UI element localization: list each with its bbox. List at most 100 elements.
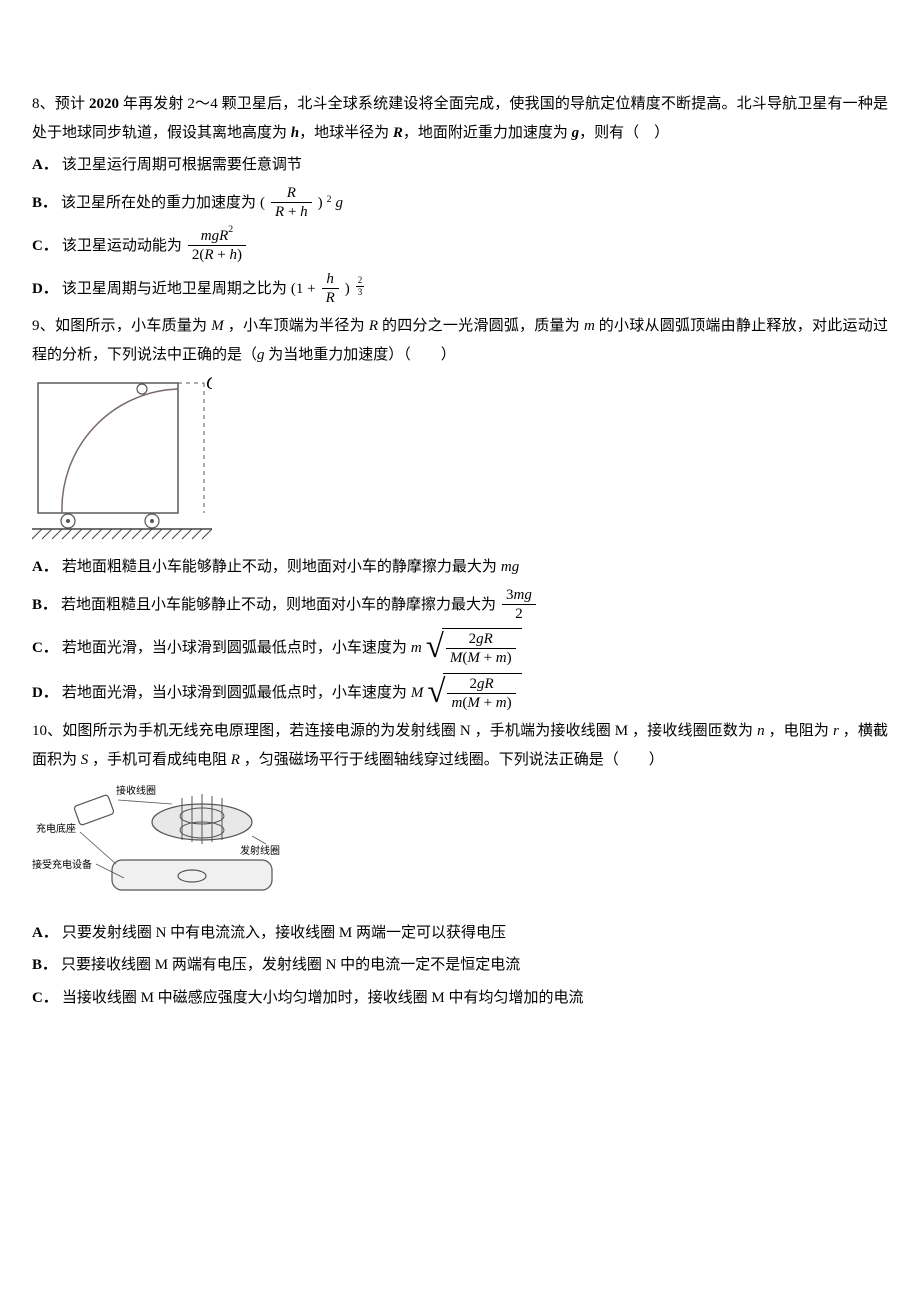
opt-d-rnum-b: gR xyxy=(477,676,494,692)
label-left2: 接受充电设备 xyxy=(32,858,92,871)
opt-a-text: 该卫星运行周期可根据需要任意调节 xyxy=(62,151,302,180)
opt-a-label: A． xyxy=(32,919,58,948)
opt-d-exp: 23 xyxy=(354,275,367,298)
opt-d-den-m2: m xyxy=(496,695,507,711)
opt-c-den-M: M xyxy=(450,650,463,666)
opt-b-label: B． xyxy=(32,189,57,218)
opt-b-label: B． xyxy=(32,591,57,620)
opt-c-den-2: 2( xyxy=(192,247,205,263)
var-m: m xyxy=(584,318,595,334)
opt-c-den-close: ) xyxy=(237,247,242,263)
sqrt-icon: √ 2gR m(M + m) xyxy=(427,673,521,714)
opt-d-label: D． xyxy=(32,679,58,708)
q9-stem: 9、如图所示，小车质量为 M ，小车顶端为半径为 R 的四分之一光滑圆弧，质量为… xyxy=(32,312,888,369)
paren-close: ) xyxy=(345,275,350,304)
opt-d-den: R xyxy=(326,290,335,306)
opt-a-label: A． xyxy=(32,151,58,180)
opt-c-label: C． xyxy=(32,634,58,663)
paren-close: ) xyxy=(507,695,512,711)
opt-c-den-h: h xyxy=(230,247,238,263)
q9-option-d: D． 若地面光滑，当小球滑到圆弧最低点时，小车速度为 M √ 2gR m(M +… xyxy=(32,673,888,714)
plus-icon: + xyxy=(214,247,230,263)
q8-option-a: A． 该卫星运行周期可根据需要任意调节 xyxy=(32,151,888,180)
q10-stem-d: ，手机可看成纯电阻 xyxy=(88,752,231,768)
opt-c-frac: mgR2 2(R + h) xyxy=(188,226,246,266)
paren-close: ) xyxy=(507,650,512,666)
var-Rcap: R xyxy=(231,752,240,768)
q10-figure: 接收线圈 充电底座 接受充电设备 发射线圈 xyxy=(32,782,888,911)
opt-d-den-m: m xyxy=(451,695,462,711)
opt-c-den-R: R xyxy=(204,247,213,263)
label-O: O xyxy=(206,377,212,393)
opt-d-text: 若地面光滑，当小球滑到圆弧最低点时，小车速度为 xyxy=(62,679,407,708)
opt-c-text: 若地面光滑，当小球滑到圆弧最低点时，小车速度为 xyxy=(62,634,407,663)
q8-option-c: C． 该卫星运动动能为 mgR2 2(R + h) xyxy=(32,226,888,266)
opt-a-mg: mg xyxy=(501,553,519,582)
q9-option-c: C． 若地面光滑，当小球滑到圆弧最低点时，小车速度为 m √ 2gR M(M +… xyxy=(32,628,888,669)
var-R2: R xyxy=(369,318,378,334)
var-M: M xyxy=(211,318,224,334)
opt-d-exp-den: 3 xyxy=(356,287,365,299)
opt-b-text: 只要接收线圈 M 两端有电压，发射线圈 N 中的电流一定不是恒定电流 xyxy=(61,951,520,980)
label-top-left: 接收线圈 xyxy=(116,784,156,797)
opt-a-text: 若地面粗糙且小车能够静止不动，则地面对小车的静摩擦力最大为 xyxy=(62,553,497,582)
opt-b-den-R: R xyxy=(275,204,284,220)
opt-d-frac: h R xyxy=(322,270,339,309)
opt-b-tail: g xyxy=(336,189,344,218)
plus-icon: + xyxy=(480,650,496,666)
var-R: R xyxy=(393,125,403,141)
opt-b-exp: 2 xyxy=(327,191,332,210)
var-n: n xyxy=(757,723,765,739)
opt-c-text: 该卫星运动动能为 xyxy=(62,232,182,261)
q9-stem-e: 为当地重力加速度）（ ） xyxy=(265,347,456,363)
opt-c-rnum-b: gR xyxy=(476,631,493,647)
q9-stem-a: 9、如图所示，小车质量为 xyxy=(32,318,211,334)
q10-option-c: C． 当接收线圈 M 中磁感应强度大小均匀增加时，接收线圈 M 中有均匀增加的电… xyxy=(32,984,888,1013)
q8-year: 2020 xyxy=(89,96,119,112)
q8-stem-c: ，地球半径为 xyxy=(299,125,393,141)
opt-b-frac: 3mg 2 xyxy=(502,586,536,625)
opt-c-label: C． xyxy=(32,232,58,261)
paren-close: ) xyxy=(318,189,323,218)
opt-b-frac: R R + h xyxy=(271,184,312,223)
sqrt-icon: √ 2gR M(M + m) xyxy=(426,628,522,669)
q8-stem-d: ，地面附近重力加速度为 xyxy=(403,125,572,141)
label-left1: 充电底座 xyxy=(36,822,76,835)
opt-d-rnum-a: 2 xyxy=(469,676,477,692)
var-h: h xyxy=(291,125,299,141)
opt-b-math: ( xyxy=(260,189,265,218)
q8-option-b: B． 该卫星所在处的重力加速度为 ( R R + h )2 g xyxy=(32,184,888,223)
q10-stem-b: ，电阻为 xyxy=(765,723,833,739)
plus-icon: + xyxy=(284,204,300,220)
opt-a-label: A． xyxy=(32,553,58,582)
opt-c-num-exp: 2 xyxy=(228,224,233,235)
opt-b-den: 2 xyxy=(502,605,536,625)
opt-b-num: R xyxy=(287,185,296,201)
q10-stem-a: 10、如图所示为手机无线充电原理图，若连接电源的为发射线圈 N ，手机端为接收线… xyxy=(32,723,757,739)
opt-b-den-h: h xyxy=(300,204,308,220)
opt-c-text: 当接收线圈 M 中磁感应强度大小均匀增加时，接收线圈 M 中有均匀增加的电流 xyxy=(62,984,584,1013)
opt-d-coef: M xyxy=(411,679,424,708)
q9-stem-b: ，小车顶端为半径为 xyxy=(224,318,369,334)
q8-stem-a: 8、预计 xyxy=(32,96,89,112)
plus-icon: + xyxy=(480,695,496,711)
opt-d-one: (1 + xyxy=(291,275,316,304)
opt-b-text: 该卫星所在处的重力加速度为 xyxy=(61,189,256,218)
opt-d-exp-num: 2 xyxy=(356,275,365,287)
opt-b-num-3: 3 xyxy=(506,587,514,603)
q8-option-d: D． 该卫星周期与近地卫星周期之比为 (1 + h R )23 xyxy=(32,270,888,309)
q10-stem: 10、如图所示为手机无线充电原理图，若连接电源的为发射线圈 N ，手机端为接收线… xyxy=(32,717,888,774)
q9-option-b: B． 若地面粗糙且小车能够静止不动，则地面对小车的静摩擦力最大为 3mg 2 xyxy=(32,586,888,625)
opt-a-text: 只要发射线圈 N 中有电流流入，接收线圈 M 两端一定可以获得电压 xyxy=(62,919,506,948)
opt-d-den-M: M xyxy=(467,695,480,711)
q9-option-a: A． 若地面粗糙且小车能够静止不动，则地面对小车的静摩擦力最大为 mg xyxy=(32,553,888,582)
q9-figure: O xyxy=(32,377,888,545)
q10-stem-e: ，匀强磁场平行于线圈轴线穿过线圈。下列说法正确是（ ） xyxy=(240,752,664,768)
q8-stem-e: ，则有（ ） xyxy=(579,125,669,141)
opt-d-label: D． xyxy=(32,275,58,304)
opt-c-den-m: m xyxy=(496,650,507,666)
var-g2: g xyxy=(257,347,265,363)
opt-d-text: 该卫星周期与近地卫星周期之比为 xyxy=(62,275,287,304)
q9-stem-c: 的四分之一光滑圆弧，质量为 xyxy=(378,318,584,334)
opt-c-den-M2: M xyxy=(467,650,480,666)
